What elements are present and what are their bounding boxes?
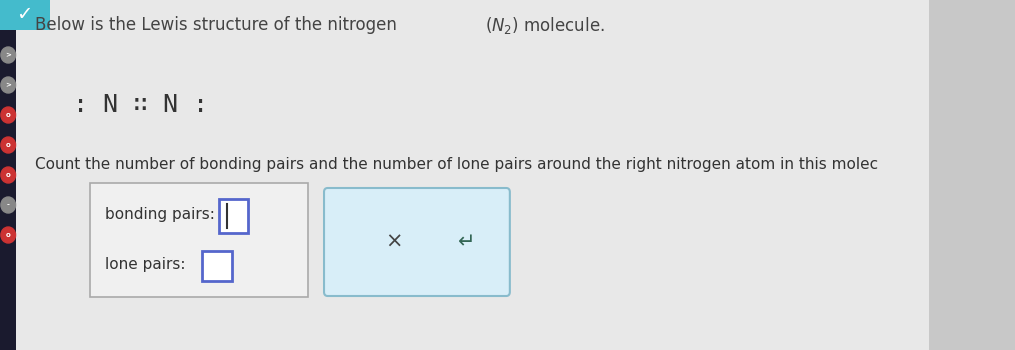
Circle shape (1, 77, 15, 93)
Text: >: > (5, 82, 11, 88)
Text: o: o (6, 172, 10, 178)
Circle shape (1, 107, 15, 123)
Text: >: > (5, 52, 11, 58)
FancyBboxPatch shape (219, 199, 248, 233)
Text: Below is the Lewis structure of the nitrogen: Below is the Lewis structure of the nitr… (35, 16, 402, 34)
Text: lone pairs:: lone pairs: (106, 258, 186, 273)
FancyBboxPatch shape (89, 183, 309, 297)
Text: bonding pairs:: bonding pairs: (106, 208, 215, 223)
Bar (0, 30, 16, 350)
Circle shape (1, 197, 15, 213)
Circle shape (1, 47, 15, 63)
Text: o: o (6, 112, 10, 118)
Circle shape (1, 167, 15, 183)
Text: Count the number of bonding pairs and the number of lone pairs around the right : Count the number of bonding pairs and th… (35, 158, 878, 173)
FancyBboxPatch shape (324, 188, 510, 296)
Text: ✓: ✓ (16, 6, 32, 25)
FancyBboxPatch shape (202, 251, 231, 281)
Text: $(N_2)$ molecule.: $(N_2)$ molecule. (485, 14, 605, 35)
Circle shape (1, 137, 15, 153)
Circle shape (1, 227, 15, 243)
Text: o: o (6, 142, 10, 148)
Text: : N ∷ N :: : N ∷ N : (73, 93, 208, 117)
Text: ↵: ↵ (458, 232, 476, 252)
Text: o: o (6, 232, 10, 238)
Bar (0, 0, 51, 30)
Text: ×: × (385, 232, 402, 252)
Text: -: - (7, 202, 10, 208)
